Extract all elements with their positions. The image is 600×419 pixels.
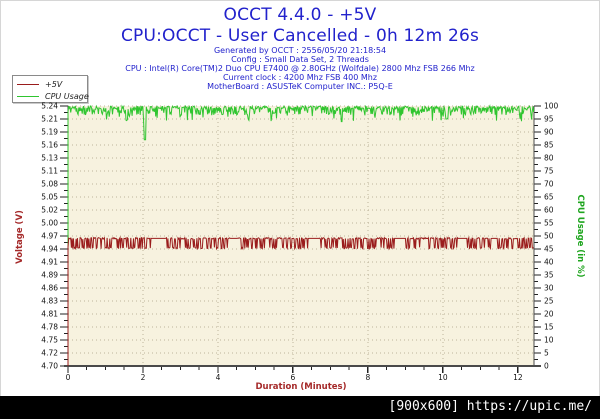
svg-text:4.78: 4.78 [41,323,58,332]
svg-text:20: 20 [544,310,554,319]
chart-plot-area: 5.24 5.21 5.19 5.16 5.13 5.11 5.08 5.05 5.02 5.00… [0,96,600,396]
svg-text:4.81: 4.81 [41,310,58,319]
svg-text:4.89: 4.89 [41,271,58,280]
svg-text:4.97: 4.97 [41,232,58,241]
svg-text:5.24: 5.24 [41,102,58,111]
legend-label-5v: +5V [45,79,63,89]
svg-text:5.02: 5.02 [41,206,58,215]
svg-text:5.21: 5.21 [41,115,58,124]
svg-text:8: 8 [366,373,371,382]
svg-text:5.11: 5.11 [41,167,58,176]
svg-text:5: 5 [544,349,549,358]
svg-text:5.16: 5.16 [41,141,58,150]
info-motherboard: MotherBoard : ASUSTeK Computer INC.: P5Q… [207,82,393,91]
info-current-clock: Current clock : 4200 Mhz FSB 400 Mhz [222,73,378,82]
svg-text:30: 30 [544,284,554,293]
svg-text:5.05: 5.05 [41,193,58,202]
cpu-usage-line-swatch [17,95,39,97]
svg-text:10: 10 [438,373,448,382]
svg-text:4.72: 4.72 [41,349,58,358]
legend-item-cpu-usage: CPU Usage [17,90,89,102]
svg-text:80: 80 [544,154,554,163]
svg-text:60: 60 [544,206,554,215]
svg-text:6: 6 [291,373,296,382]
svg-text:0: 0 [544,362,549,371]
svg-text:5.19: 5.19 [41,128,58,137]
legend-label-cpu-usage: CPU Usage [45,91,89,101]
svg-text:75: 75 [544,167,554,176]
watermark-banner: [900x600] https://upic.me/ [0,396,600,419]
svg-text:50: 50 [544,232,554,241]
svg-text:5.08: 5.08 [41,180,58,189]
svg-text:5.13: 5.13 [41,154,58,163]
svg-text:25: 25 [544,297,554,306]
svg-text:10: 10 [544,336,554,345]
svg-text:4.86: 4.86 [41,284,58,293]
info-cpu: CPU : Intel(R) Core(TM)2 Duo CPU E7400 @… [125,64,475,73]
svg-text:85: 85 [544,141,554,150]
svg-text:5.00: 5.00 [41,219,58,228]
svg-text:4.94: 4.94 [41,245,58,254]
svg-text:12: 12 [513,373,523,382]
svg-text:100: 100 [544,102,559,111]
svg-text:70: 70 [544,180,554,189]
svg-text:65: 65 [544,193,554,202]
svg-text:45: 45 [544,245,554,254]
svg-text:4.91: 4.91 [41,258,58,267]
svg-text:15: 15 [544,323,554,332]
svg-text:90: 90 [544,128,554,137]
svg-text:4.70: 4.70 [41,362,58,371]
info-config: Config : Small Data Set, 2 Threads [231,55,369,64]
svg-text:95: 95 [544,115,554,124]
left-axis-title: Voltage (V) [15,210,25,264]
svg-text:0: 0 [66,373,71,382]
svg-text:55: 55 [544,219,554,228]
info-generated-by: Generated by OCCT : 2556/05/20 21:18:54 [213,46,387,55]
legend-item-5v: +5V [17,78,87,90]
svg-text:4: 4 [216,373,221,382]
svg-text:35: 35 [544,271,554,280]
svg-text:2: 2 [141,373,146,382]
chart-canvas: 5.24 5.21 5.19 5.16 5.13 5.11 5.08 5.05 5.02 5.00… [41,102,559,382]
page-subtitle: CPU:OCCT - User Cancelled - 0h 12m 26s [120,26,480,46]
chart-legend: +5V CPU Usage [12,75,89,103]
page-title: OCCT 4.4.0 - +5V [223,5,377,25]
5v-line-swatch [17,83,39,85]
svg-text:40: 40 [544,258,554,267]
x-axis-title: Duration (Minutes) [255,382,347,392]
svg-text:4.83: 4.83 [41,297,58,306]
right-axis-title: CPU Usage (in %) [575,194,585,278]
svg-text:4.75: 4.75 [41,336,58,345]
